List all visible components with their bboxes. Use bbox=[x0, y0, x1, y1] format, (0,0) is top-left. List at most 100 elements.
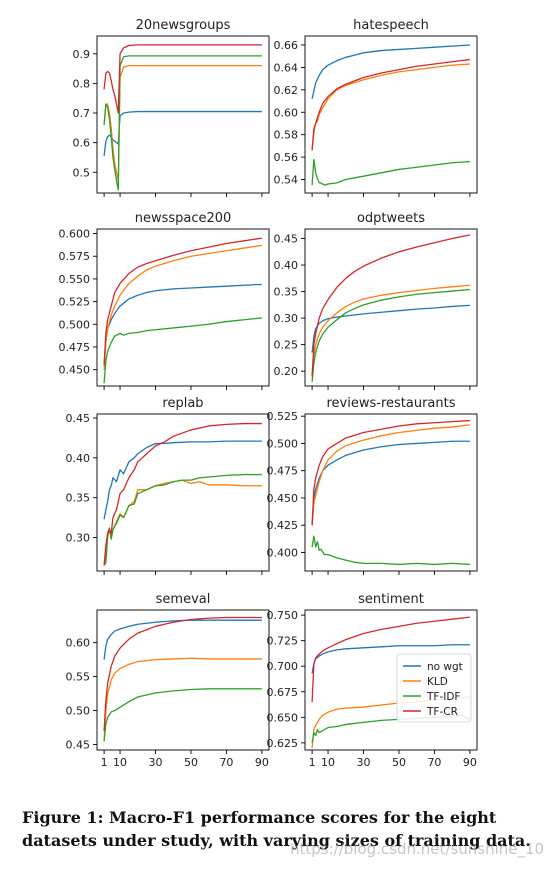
series-line-sentiment-no-wgt bbox=[311, 644, 470, 674]
y-tick-label-20newsgroups: 0.9 bbox=[73, 48, 91, 61]
legend-box bbox=[396, 653, 472, 723]
y-tick-label-sentiment: 0.650 bbox=[267, 711, 299, 724]
y-tick-label-sentiment: 0.725 bbox=[267, 635, 299, 648]
y-tick-label-newsspace200: 0.600 bbox=[59, 228, 91, 241]
y-tick-label-sentiment: 0.675 bbox=[267, 686, 299, 699]
series-line-20newsgroups-1 bbox=[103, 64, 262, 182]
y-tick-label-odptweets: 0.45 bbox=[274, 233, 299, 246]
y-tick-label-hatespeech: 0.54 bbox=[274, 174, 299, 187]
y-tick-label-odptweets: 0.30 bbox=[274, 312, 299, 325]
chart-title-hatespeech: hatespeech bbox=[353, 18, 429, 33]
x-tick-label-sentiment: 50 bbox=[392, 756, 406, 769]
y-tick-label-sentiment: 0.700 bbox=[267, 660, 299, 673]
x-tick-label-sentiment: 70 bbox=[427, 756, 441, 769]
y-tick-label-sentiment: 0.750 bbox=[267, 609, 299, 622]
chart-panel-replab: replab 0.30 0.35 0.40 0.45 bbox=[66, 396, 270, 575]
y-tick-label-sentiment: 0.625 bbox=[267, 737, 299, 750]
plot-frame-newsspace200 bbox=[96, 228, 270, 387]
plot-frame-replab bbox=[96, 413, 270, 572]
chart-title-reviews-restaurants: reviews-restaurants bbox=[326, 396, 455, 411]
series-line-odptweets-0 bbox=[311, 304, 470, 353]
y-tick-label-odptweets: 0.35 bbox=[274, 286, 299, 299]
series-line-sentiment-tf-cr bbox=[311, 616, 470, 703]
series-line-reviews-restaurants-1 bbox=[311, 424, 470, 526]
series-line-hatespeech-3 bbox=[311, 58, 470, 151]
y-tick-label-newsspace200: 0.550 bbox=[59, 273, 91, 286]
y-tick-label-hatespeech: 0.58 bbox=[274, 129, 299, 142]
chart-title-odptweets: odptweets bbox=[357, 211, 425, 226]
series-line-reviews-restaurants-0 bbox=[311, 440, 470, 526]
x-tick-label-sentiment: 30 bbox=[357, 756, 371, 769]
plot-frame-odptweets bbox=[304, 228, 478, 387]
legend-label-no-wgt: no wgt bbox=[427, 661, 463, 673]
chart-panel-20newsgroups: 20newsgroups 0.5 0.6 0.7 0.8 0.9 bbox=[73, 18, 270, 197]
y-tick-label-20newsgroups: 0.5 bbox=[73, 166, 91, 179]
y-tick-label-newsspace200: 0.500 bbox=[59, 318, 91, 331]
x-tick-label-semeval: 50 bbox=[184, 756, 198, 769]
figure-caption: Figure 1: Macro-F1 performance scores fo… bbox=[22, 808, 531, 850]
series-line-newsspace200-3 bbox=[103, 237, 263, 366]
y-tick-label-hatespeech: 0.62 bbox=[274, 84, 299, 97]
chart-title-replab: replab bbox=[162, 396, 203, 411]
chart-panel-sentiment: sentiment 0.625 0.650 0.675 0.700 0.725 0.750 1… bbox=[267, 592, 478, 769]
x-tick-label-sentiment: 1 bbox=[309, 756, 316, 769]
x-tick-label-semeval: 70 bbox=[219, 756, 233, 769]
plot-frame-reviews-restaurants bbox=[304, 413, 478, 572]
legend-label-tf-idf: TF-IDF bbox=[426, 691, 460, 703]
y-tick-label-semeval: 0.55 bbox=[66, 671, 91, 684]
x-tick-label-semeval: 30 bbox=[149, 756, 163, 769]
y-tick-label-semeval: 0.45 bbox=[66, 739, 91, 752]
y-tick-label-20newsgroups: 0.8 bbox=[73, 77, 91, 90]
y-tick-label-20newsgroups: 0.7 bbox=[73, 107, 91, 120]
y-tick-label-reviews-restaurants: 0.400 bbox=[267, 546, 299, 559]
series-line-replab-1 bbox=[103, 479, 262, 566]
series-line-replab-3 bbox=[103, 422, 262, 566]
y-tick-label-20newsgroups: 0.6 bbox=[73, 137, 91, 150]
series-line-semeval-3 bbox=[103, 616, 262, 732]
y-tick-label-hatespeech: 0.64 bbox=[274, 61, 299, 74]
series-line-odptweets-3 bbox=[311, 234, 471, 377]
series-line-reviews-restaurants-3 bbox=[311, 419, 470, 526]
legend-label-kld: KLD bbox=[427, 676, 448, 688]
series-line-hatespeech-1 bbox=[311, 63, 470, 150]
y-tick-label-reviews-restaurants: 0.525 bbox=[267, 410, 299, 423]
y-tick-label-semeval: 0.50 bbox=[66, 705, 91, 718]
y-tick-label-odptweets: 0.40 bbox=[274, 259, 299, 272]
y-tick-label-hatespeech: 0.66 bbox=[274, 39, 299, 52]
series-line-semeval-1 bbox=[103, 657, 262, 742]
y-tick-label-newsspace200: 0.450 bbox=[59, 364, 91, 377]
plot-frame-20newsgroups bbox=[96, 35, 270, 194]
series-line-hatespeech-2 bbox=[311, 158, 470, 186]
y-tick-label-odptweets: 0.20 bbox=[274, 365, 299, 378]
y-tick-label-replab: 0.40 bbox=[66, 452, 91, 465]
chart-panel-hatespeech: hatespeech 0.54 0.56 0.58 0.60 0.62 0.64 0.66 bbox=[274, 18, 478, 197]
y-tick-label-odptweets: 0.25 bbox=[274, 339, 299, 352]
series-line-newsspace200-1 bbox=[103, 244, 263, 370]
chart-title-semeval: semeval bbox=[156, 592, 211, 607]
series-line-semeval-0 bbox=[103, 619, 262, 660]
x-tick-label-sentiment: 10 bbox=[321, 756, 335, 769]
y-tick-label-replab: 0.35 bbox=[66, 492, 91, 505]
series-line-newsspace200-2 bbox=[103, 317, 262, 384]
series-line-semeval-2 bbox=[103, 688, 262, 742]
chart-panel-reviews-restaurants: reviews-restaurants 0.400 0.425 0.450 0.475 0… bbox=[267, 396, 478, 575]
y-tick-label-semeval: 0.60 bbox=[66, 637, 91, 650]
plot-frame-semeval bbox=[96, 609, 270, 751]
plot-frame-hatespeech bbox=[304, 35, 478, 194]
legend-sentiment: no wgt KLD TF-IDF TF-CR bbox=[396, 653, 472, 723]
y-tick-label-reviews-restaurants: 0.425 bbox=[267, 519, 299, 532]
x-tick-label-semeval: 1 bbox=[101, 756, 108, 769]
y-tick-label-hatespeech: 0.60 bbox=[274, 106, 299, 119]
series-line-odptweets-2 bbox=[311, 288, 470, 382]
series-line-replab-0 bbox=[103, 440, 262, 520]
series-line-replab-2 bbox=[103, 473, 262, 566]
series-line-20newsgroups-2 bbox=[103, 55, 262, 191]
series-line-newsspace200-0 bbox=[103, 283, 262, 366]
chart-panel-odptweets: odptweets 0.20 0.25 0.30 0.35 0.40 0.45 bbox=[274, 211, 478, 390]
series-line-hatespeech-0 bbox=[311, 44, 470, 99]
x-tick-label-sentiment: 90 bbox=[463, 756, 477, 769]
chart-title-newsspace200: newsspace200 bbox=[135, 211, 232, 226]
chart-title-sentiment: sentiment bbox=[358, 592, 424, 607]
chart-panel-semeval: semeval 0.45 0.50 0.55 0.60 1 10 30 50 70 90 bbox=[66, 592, 270, 769]
series-line-20newsgroups-3 bbox=[103, 44, 262, 114]
